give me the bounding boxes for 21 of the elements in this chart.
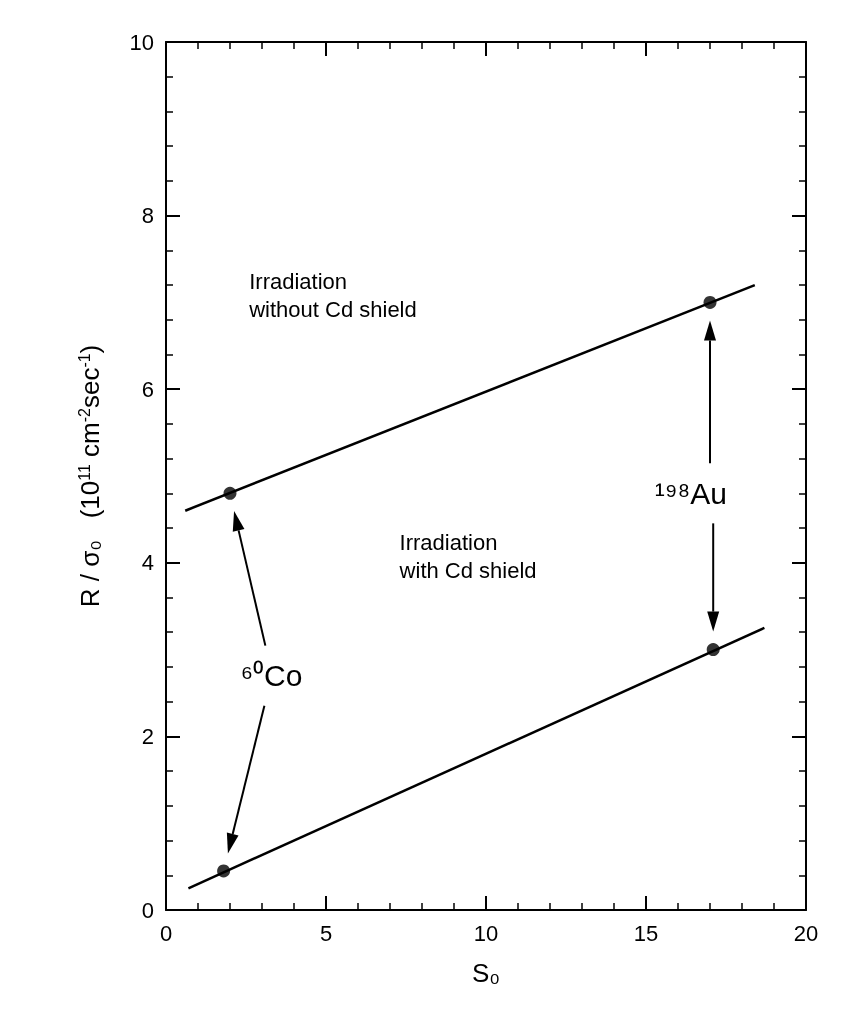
y-tick-label: 0 — [141, 897, 154, 923]
point — [703, 295, 717, 309]
annotation: Irradiation with Cd shield — [398, 529, 537, 583]
annotation: Irradiation without Cd shield — [248, 269, 417, 323]
y-tick-label: 10 — [129, 29, 154, 55]
point — [223, 486, 237, 500]
x-axis-title: S₀ — [471, 958, 501, 988]
annotation: ⁶⁰Co — [240, 659, 303, 693]
point — [706, 643, 720, 657]
y-tick-label: 4 — [141, 550, 154, 576]
y-tick-label: 2 — [141, 723, 154, 749]
x-tick-label: 15 — [633, 920, 659, 946]
x-tick-label: 5 — [319, 920, 333, 946]
x-tick-label: 20 — [793, 920, 819, 946]
point — [217, 864, 231, 878]
x-tick-label: 0 — [159, 920, 173, 946]
annotation: ¹⁹⁸Au — [654, 476, 727, 510]
y-tick-label: 8 — [141, 203, 154, 229]
y-tick-label: 6 — [141, 376, 154, 402]
y-axis-title: R / σ₀ (1011 cm-2sec-1) — [75, 344, 105, 608]
x-tick-label: 10 — [473, 920, 499, 946]
